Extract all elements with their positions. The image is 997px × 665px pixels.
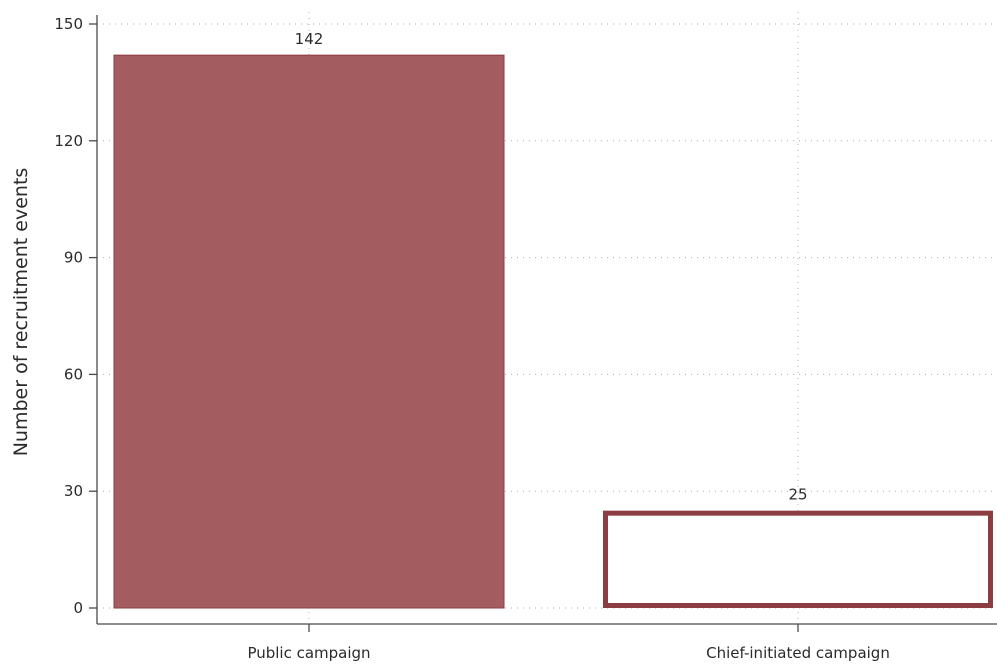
y-tick-label: 150	[54, 15, 83, 33]
y-axis-ticks: 0 30 60 90 120 150	[54, 15, 97, 617]
y-tick-label: 60	[64, 365, 83, 383]
axes	[96, 15, 997, 625]
x-tick-label: Chief-initiated campaign	[706, 644, 890, 662]
x-tick-label: Public campaign	[247, 644, 370, 662]
x-axis-ticks: Public campaign Chief-initiated campaign	[247, 624, 890, 662]
bar-value-label: 25	[788, 486, 807, 504]
y-tick-label: 0	[73, 599, 83, 617]
bars	[113, 54, 993, 609]
y-tick-label: 90	[64, 249, 83, 267]
bar-value-label: 142	[295, 30, 324, 48]
bar-chief-initiated-campaign	[603, 510, 993, 609]
y-tick-label: 30	[64, 482, 83, 500]
data-labels: 142 25	[295, 30, 808, 504]
y-tick-label: 120	[54, 132, 83, 150]
bar-public-campaign	[113, 54, 505, 609]
y-axis-title: Number of recruitment events	[10, 168, 32, 457]
